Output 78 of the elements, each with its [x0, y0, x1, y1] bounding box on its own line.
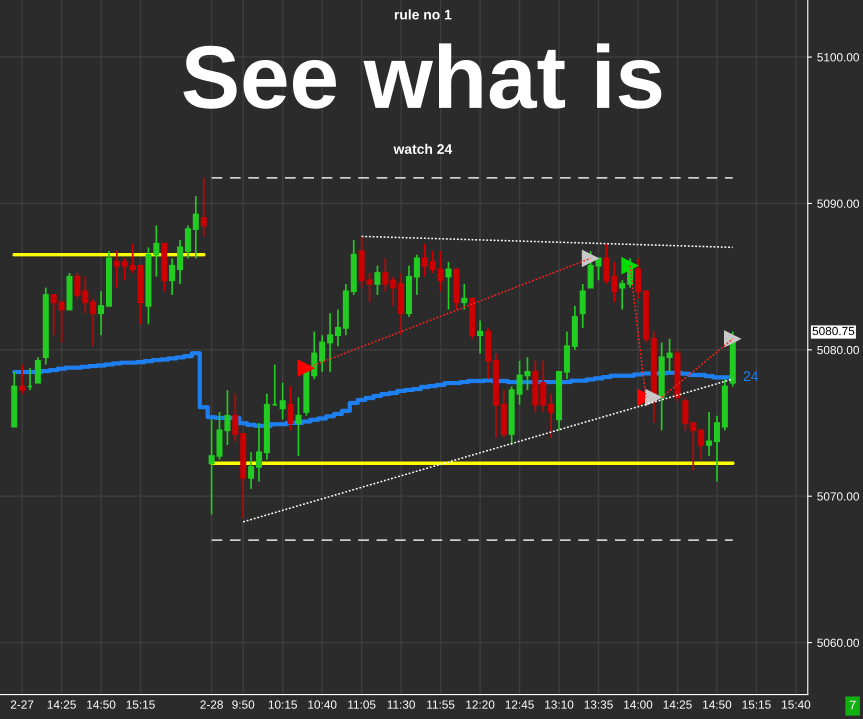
- x-tick-label: 14:25: [664, 700, 692, 709]
- candlestick: [208, 418, 215, 516]
- candlestick: [200, 177, 207, 238]
- candlestick: [611, 261, 618, 304]
- candlestick: [295, 396, 302, 457]
- candlestick: [477, 320, 484, 354]
- x-tick-label: 2-27: [10, 700, 34, 709]
- candlestick: [327, 312, 334, 373]
- candlestick: [184, 224, 191, 260]
- candlestick: [682, 396, 688, 432]
- point: [724, 330, 742, 348]
- candlestick: [334, 308, 341, 348]
- y-tick-label: 5070.00: [817, 492, 860, 501]
- candlestick: [414, 254, 420, 296]
- candlestick: [374, 264, 380, 296]
- candlestick: [224, 389, 230, 446]
- candlestick: [177, 239, 184, 285]
- candlestick: [34, 356, 41, 384]
- candlestick: [256, 422, 262, 482]
- candlestick: [580, 283, 586, 329]
- candlestick: [114, 250, 120, 288]
- candlestick: [19, 364, 26, 395]
- x-tick-label: 12:45: [506, 700, 534, 709]
- point: [298, 359, 316, 377]
- x-tick-label: 15:40: [782, 700, 810, 709]
- x-tick-label: 2-28: [200, 700, 223, 709]
- series-label: 24: [744, 371, 758, 381]
- candlestick: [366, 272, 373, 304]
- candlestick: [666, 338, 673, 373]
- x-tick-label: 13:35: [584, 700, 613, 709]
- point: [621, 256, 639, 274]
- x-tick-label: 13:10: [545, 700, 574, 709]
- candlestick: [596, 258, 602, 282]
- candlestick: [153, 224, 160, 278]
- candlestick: [169, 258, 176, 296]
- candlestick: [280, 382, 286, 420]
- y-tick-label: 5090.00: [817, 199, 860, 208]
- text: rule no 1: [394, 9, 452, 20]
- annotation: watch 24: [393, 144, 452, 154]
- candlestick: [438, 250, 444, 292]
- candlestick: [706, 411, 712, 457]
- candlestick: [445, 261, 452, 310]
- point: [645, 388, 663, 406]
- candlestick: [516, 360, 523, 406]
- x-tick-label: 11:05: [348, 700, 376, 709]
- x-tick-label: 15:15: [126, 700, 155, 709]
- candlestick: [619, 279, 626, 310]
- candlestick: [98, 290, 104, 336]
- chart-subtitle: See what is: [183, 43, 662, 109]
- candlestick: [248, 451, 254, 490]
- text: 5080.75: [812, 326, 854, 336]
- x-tick-label: 9:50: [232, 700, 254, 709]
- y-tick-label: 5080.00: [817, 346, 860, 354]
- x-tick-label: 14:50: [87, 700, 116, 709]
- candlestick: [603, 242, 610, 285]
- point: [582, 250, 600, 268]
- candlestick: [461, 283, 468, 310]
- text: 7: [850, 700, 856, 710]
- y-tick-label: 5100.00: [817, 53, 860, 62]
- candlestick: [714, 414, 720, 482]
- x-tick-label: 10:15: [268, 700, 297, 709]
- y-tick-label: 5060.00: [817, 638, 860, 647]
- candlestick: [588, 250, 594, 288]
- x-tick-label: 10:40: [308, 700, 336, 709]
- x-tick-label: 14:50: [703, 700, 732, 709]
- candlestick: [634, 258, 642, 300]
- x-tick-label: 12:20: [466, 700, 494, 709]
- x-tick-label: 15:15: [742, 700, 771, 709]
- x-tick-label: 14:00: [624, 700, 652, 709]
- candlestick: [74, 272, 80, 300]
- x-tick-label: 11:55: [427, 700, 454, 709]
- candlestick: [192, 195, 199, 260]
- x-tick-label: 11:30: [388, 700, 415, 709]
- candlestick: [524, 356, 530, 391]
- candlestick: [288, 386, 294, 432]
- x-tick-label: 14:25: [48, 700, 76, 709]
- candlestick: [58, 301, 65, 344]
- candlestick: [50, 294, 57, 336]
